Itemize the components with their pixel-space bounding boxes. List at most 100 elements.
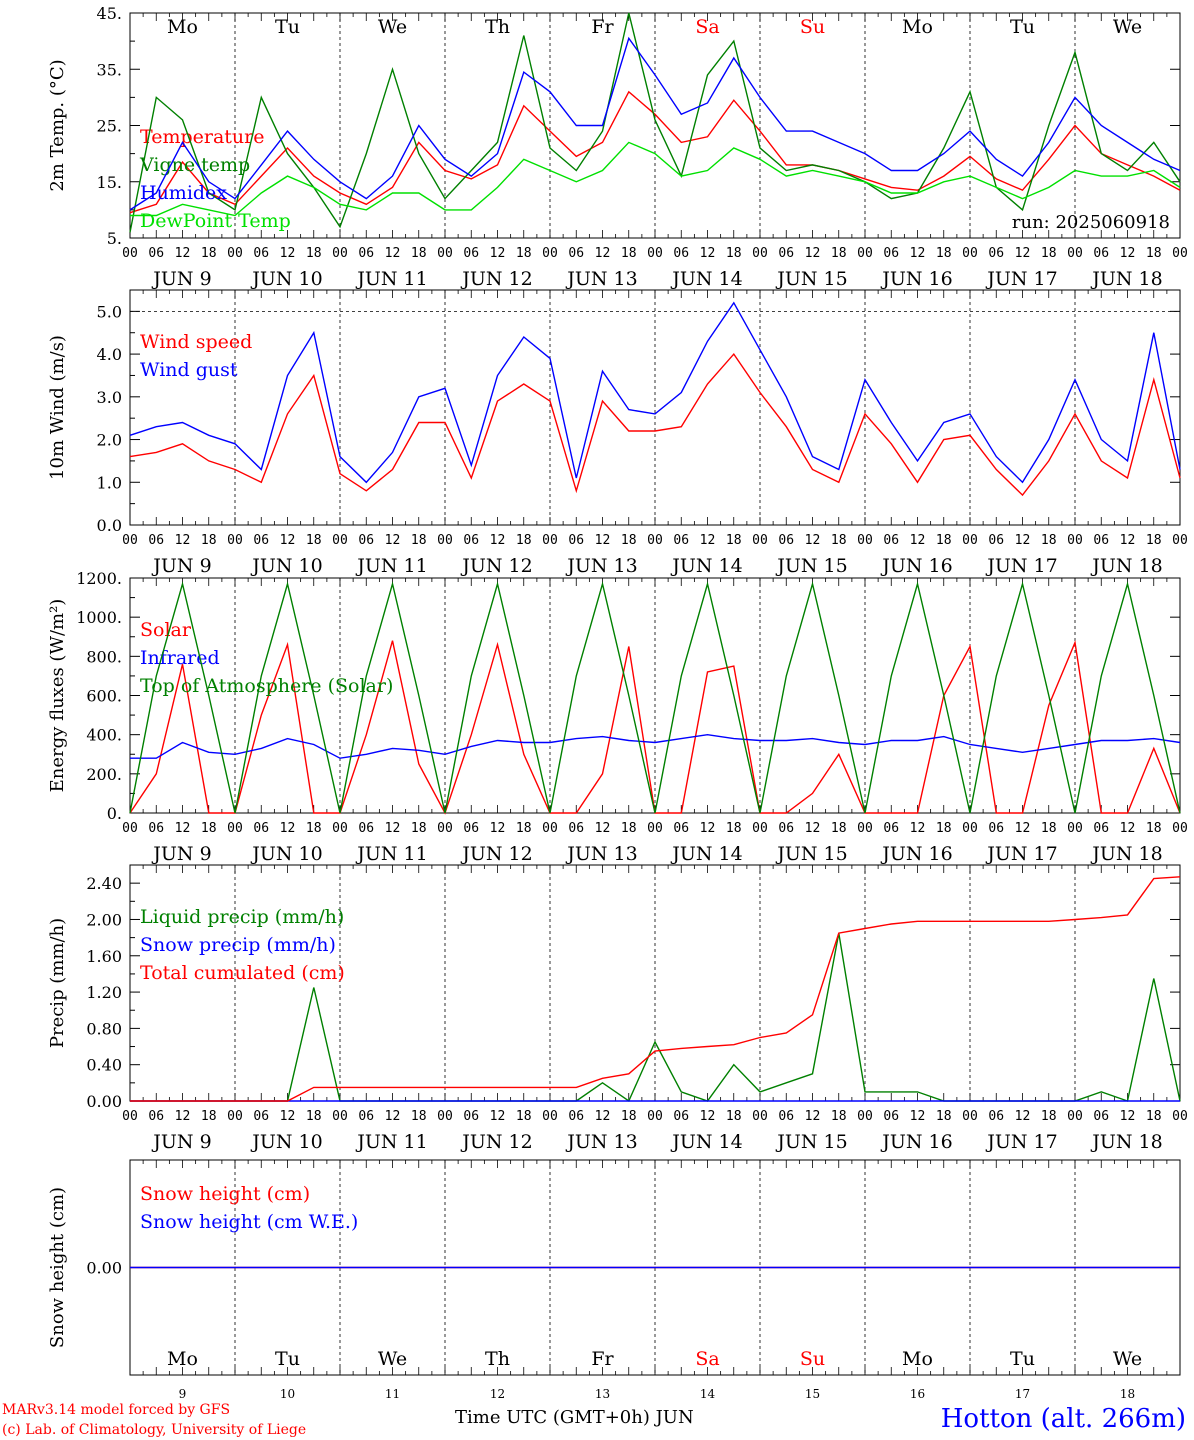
x-hour-label: 00 — [962, 246, 978, 261]
x-hour-label: 18 — [411, 1109, 427, 1124]
weekday-label: Mo — [902, 1348, 933, 1370]
x-date-label: JUN 10 — [250, 1131, 322, 1153]
y-axis-label: 2m Temp. (°C) — [47, 59, 68, 191]
x-hour-label: 06 — [673, 821, 689, 836]
y-tick-label: 4.0 — [97, 345, 122, 364]
x-hour-label: 06 — [1093, 246, 1109, 261]
y-tick-label: 5.0 — [97, 302, 122, 321]
x-hour-label: 06 — [778, 1109, 794, 1124]
bottom-day-number: 13 — [595, 1387, 610, 1401]
x-date-label: JUN 18 — [1090, 843, 1162, 865]
x-hour-label: 06 — [778, 821, 794, 836]
x-hour-label: 06 — [253, 533, 269, 548]
footer-credit: (c) Lab. of Climatology, University of L… — [2, 1422, 306, 1438]
weekday-label: Su — [800, 16, 825, 38]
bottom-day-number: 10 — [280, 1387, 295, 1401]
x-hour-label: 06 — [148, 821, 164, 836]
weekday-label: Mo — [167, 1348, 198, 1370]
x-hour-label: 12 — [700, 246, 716, 261]
y-tick-label: 1000. — [76, 608, 122, 627]
x-hour-label: 12 — [700, 533, 716, 548]
x-hour-label: 18 — [726, 1109, 742, 1124]
x-hour-label: 00 — [1067, 821, 1083, 836]
x-date-label: JUN 10 — [250, 843, 322, 865]
x-date-label: JUN 9 — [151, 1131, 211, 1153]
legend-entry: DewPoint Temp — [140, 210, 291, 232]
y-tick-label: 1.60 — [86, 947, 122, 966]
x-hour-label: 06 — [253, 1109, 269, 1124]
x-hour-label: 06 — [253, 246, 269, 261]
bottom-day-number: 12 — [490, 1387, 505, 1401]
x-date-label: JUN 11 — [355, 1131, 427, 1153]
x-hour-label: 18 — [1146, 821, 1162, 836]
x-date-label: JUN 18 — [1090, 555, 1162, 577]
series-line-3 — [129, 581, 1181, 814]
y-tick-label: 35. — [97, 60, 122, 79]
x-hour-label: 00 — [437, 246, 453, 261]
x-hour-label: 18 — [1146, 1109, 1162, 1124]
legend-entry: Solar — [140, 619, 192, 641]
x-hour-label: 06 — [358, 821, 374, 836]
x-date-label: JUN 11 — [355, 843, 427, 865]
x-hour-label: 06 — [568, 821, 584, 836]
x-hour-label: 00 — [437, 1109, 453, 1124]
y-axis-label: 10m Wind (m/s) — [47, 335, 68, 480]
x-hour-label: 00 — [542, 1109, 558, 1124]
x-hour-label: 00 — [1172, 533, 1188, 548]
x-hour-label: 12 — [805, 246, 821, 261]
x-hour-label: 12 — [805, 821, 821, 836]
x-hour-label: 06 — [988, 821, 1004, 836]
legend-entry: Liquid precip (mm/h) — [140, 906, 344, 928]
x-hour-label: 00 — [962, 533, 978, 548]
x-hour-label: 12 — [385, 246, 401, 261]
x-hour-label: 00 — [227, 533, 243, 548]
x-hour-label: 18 — [831, 821, 847, 836]
x-hour-label: 00 — [647, 1109, 663, 1124]
x-hour-label: 18 — [306, 821, 322, 836]
y-tick-label: 0.00 — [86, 1259, 122, 1278]
x-hour-label: 12 — [1120, 821, 1136, 836]
x-hour-label: 18 — [831, 533, 847, 548]
x-hour-label: 00 — [542, 533, 558, 548]
x-hour-label: 18 — [726, 246, 742, 261]
x-hour-label: 18 — [621, 1109, 637, 1124]
y-tick-label: 0.0 — [97, 516, 122, 535]
x-hour-label: 00 — [752, 821, 768, 836]
x-hour-label: 00 — [857, 1109, 873, 1124]
x-hour-label: 12 — [595, 1109, 611, 1124]
x-hour-label: 00 — [752, 246, 768, 261]
x-hour-label: 18 — [1041, 246, 1057, 261]
x-date-label: JUN 17 — [985, 843, 1057, 865]
legend-entry: Humidex — [140, 182, 227, 204]
panel-2: 0.0 1.0 2.0 3.0 4.0 5.0 10m Wind (m/s) Wind spe… — [47, 289, 1188, 577]
x-hour-label: 12 — [1015, 246, 1031, 261]
x-hour-label: 00 — [332, 533, 348, 548]
x-hour-label: 12 — [280, 533, 296, 548]
x-hour-label: 18 — [306, 533, 322, 548]
series-line-2 — [129, 301, 1181, 484]
y-tick-label: 5. — [107, 229, 122, 248]
x-date-label: JUN 16 — [880, 555, 952, 577]
x-date-label: JUN 14 — [670, 268, 742, 290]
x-date-label: JUN 14 — [670, 555, 742, 577]
bottom-day-number: 17 — [1015, 1387, 1030, 1401]
bottom-day-number: 18 — [1120, 1387, 1135, 1401]
x-hour-label: 12 — [175, 1109, 191, 1124]
x-date-label: JUN 18 — [1090, 268, 1162, 290]
x-hour-label: 18 — [831, 1109, 847, 1124]
y-tick-label: 2.40 — [86, 874, 122, 893]
x-hour-label: 00 — [1172, 821, 1188, 836]
y-tick-label: 400. — [86, 726, 122, 745]
x-hour-label: 06 — [253, 821, 269, 836]
x-date-label: JUN 18 — [1090, 1131, 1162, 1153]
x-date-label: JUN 14 — [670, 1131, 742, 1153]
x-hour-label: 12 — [385, 821, 401, 836]
x-date-label: JUN 11 — [355, 555, 427, 577]
footer-model: MARv3.14 model forced by GFS — [2, 1402, 230, 1418]
y-axis-label: Energy fluxes (W/m²) — [47, 599, 68, 793]
x-hour-label: 00 — [1067, 246, 1083, 261]
x-hour-label: 00 — [857, 246, 873, 261]
x-date-label: JUN 12 — [460, 268, 532, 290]
weekday-label: Sa — [695, 16, 719, 38]
x-hour-label: 06 — [883, 246, 899, 261]
